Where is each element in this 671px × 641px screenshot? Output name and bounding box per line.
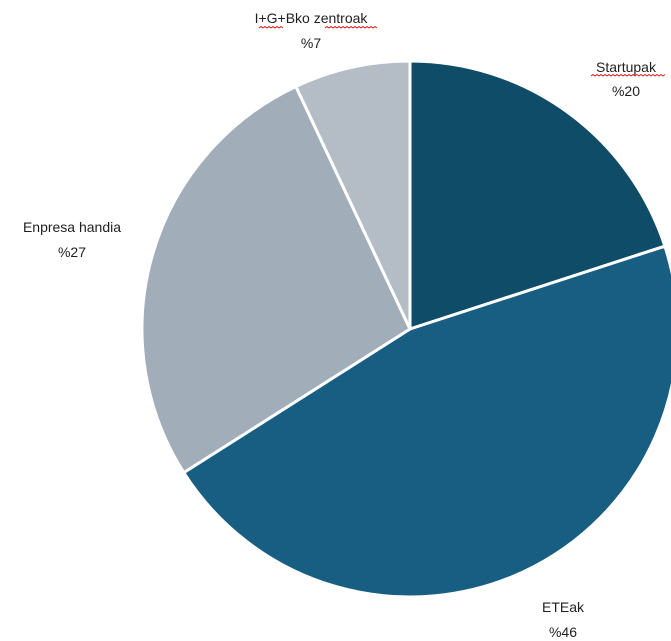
slice-value-label: %20	[612, 83, 640, 99]
slice-category-label: Startupak	[596, 59, 657, 75]
spellcheck-underline	[258, 25, 284, 29]
slice-value-label: %46	[549, 624, 577, 640]
slice-category-label: ETEak	[542, 599, 585, 615]
spellcheck-underline	[590, 73, 666, 77]
spellcheck-underline	[324, 25, 378, 29]
pie-slice-startupak	[408, 59, 667, 331]
slice-value-label: %7	[301, 35, 321, 51]
slice-category-label: Enpresa handia	[23, 219, 121, 235]
pie-slice-eteak	[182, 244, 671, 599]
pie-slice-i-g-bko-zentroak	[294, 59, 412, 331]
pie-slice-enpresa-handia	[140, 85, 412, 475]
pie-slices	[140, 59, 671, 599]
slice-value-label: %27	[58, 244, 86, 260]
slice-category-label: I+G+Bko zentroak	[255, 10, 369, 26]
pie-labels: Startupak %20 ETEak %46 Enpresa handia %27 I+G…	[23, 10, 666, 640]
